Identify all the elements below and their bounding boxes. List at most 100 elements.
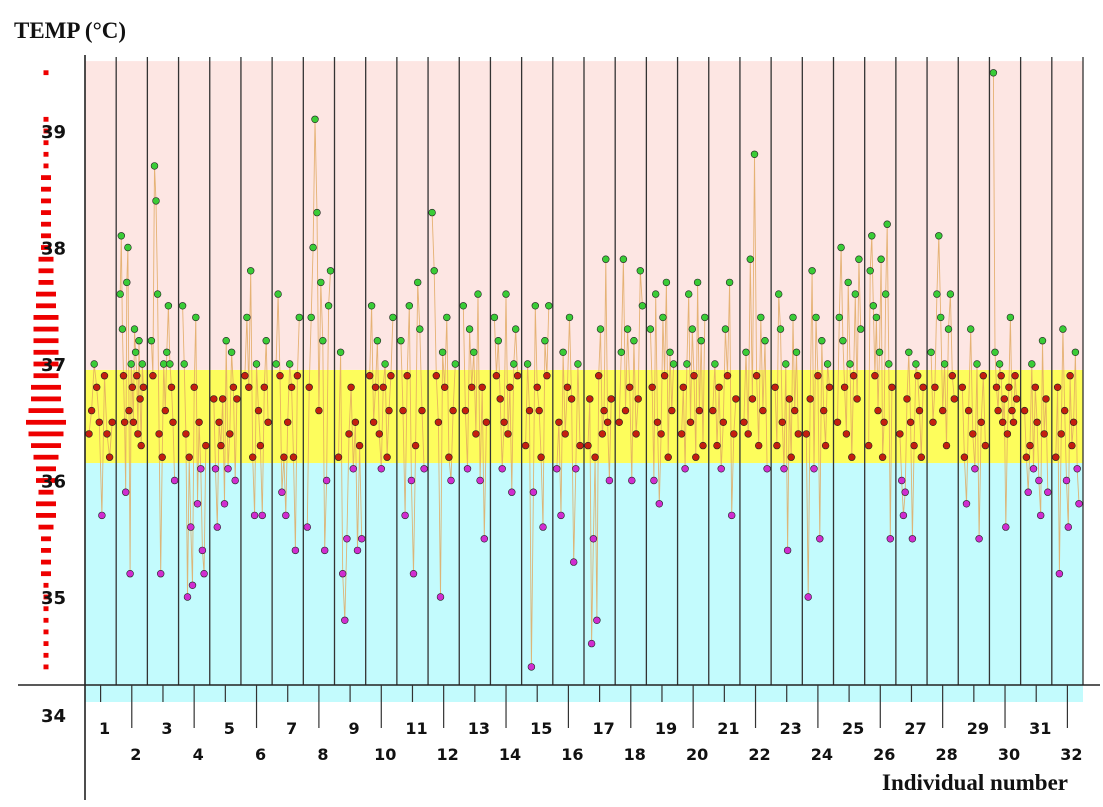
data-point (1005, 383, 1013, 391)
data-point (399, 406, 407, 415)
data-point (596, 325, 605, 333)
data-point (131, 348, 140, 356)
data-point (1002, 523, 1010, 531)
data-point (634, 395, 642, 403)
data-point (531, 302, 539, 310)
data-point (262, 337, 270, 345)
data-point (966, 325, 975, 333)
individual-1-trace (88, 363, 113, 516)
data-point (474, 290, 482, 298)
data-point (1071, 348, 1080, 356)
individual-29-trace (961, 329, 986, 539)
data-point (545, 302, 553, 310)
data-point (761, 337, 769, 345)
data-point (220, 500, 229, 508)
data-point (153, 290, 162, 298)
data-point (866, 267, 874, 275)
x-tick-label: 17 (592, 719, 614, 738)
data-point (783, 546, 792, 555)
data-point (125, 406, 133, 415)
data-point (908, 535, 917, 543)
data-point (848, 453, 856, 461)
data-point (869, 302, 877, 310)
data-point (684, 290, 693, 298)
data-point (219, 395, 227, 403)
data-point (468, 383, 476, 391)
data-point (950, 395, 958, 403)
data-point (533, 383, 541, 391)
histogram-bar (43, 641, 49, 646)
data-point (927, 348, 935, 356)
data-point (871, 372, 879, 380)
data-point (1008, 406, 1016, 415)
data-point (85, 430, 93, 438)
data-point (888, 383, 896, 391)
data-point (808, 267, 816, 275)
histogram-bar (41, 571, 51, 577)
data-point (100, 372, 109, 380)
data-point (243, 313, 251, 322)
data-point (669, 360, 678, 368)
data-point (280, 453, 288, 461)
data-point (1033, 418, 1041, 426)
data-point (461, 406, 470, 415)
data-point (899, 511, 908, 520)
data-point (1020, 406, 1029, 415)
data-point (835, 313, 843, 322)
individual-32-trace (1055, 329, 1080, 574)
data-point (539, 523, 547, 531)
data-point (746, 255, 754, 263)
data-point (646, 325, 655, 333)
data-point (158, 453, 166, 461)
data-point (653, 418, 662, 426)
data-point (1029, 465, 1038, 473)
data-point (521, 441, 530, 450)
histogram-bar (36, 501, 56, 507)
data-point (617, 348, 625, 356)
data-point (621, 406, 630, 415)
histogram-bar (43, 70, 49, 76)
x-tick-label: 18 (624, 745, 646, 764)
histogram-bar (38, 489, 54, 495)
data-point (877, 255, 885, 263)
data-point (282, 511, 290, 520)
x-tick-label: 20 (686, 745, 708, 764)
data-point (375, 430, 383, 438)
data-point (250, 511, 259, 520)
histogram-bar (41, 548, 51, 553)
data-point (632, 430, 640, 438)
data-point (307, 313, 315, 322)
data-point (942, 441, 951, 450)
data-point (371, 383, 380, 391)
data-point (977, 418, 985, 426)
data-point (701, 313, 709, 322)
data-point (975, 535, 983, 543)
histogram-bar (41, 210, 51, 215)
individual-27-trace (899, 352, 924, 539)
data-point (527, 663, 536, 671)
data-point (625, 383, 634, 391)
data-point (379, 383, 387, 391)
data-point (157, 569, 165, 578)
data-point (226, 430, 234, 438)
data-point (432, 372, 440, 380)
data-point (293, 372, 302, 380)
data-point (291, 546, 300, 555)
data-point (366, 372, 374, 380)
data-point (414, 278, 422, 287)
data-point (511, 325, 520, 333)
data-point (420, 465, 428, 473)
data-point (855, 255, 863, 263)
data-point (946, 290, 955, 298)
data-point (385, 406, 393, 415)
data-point (508, 488, 516, 496)
data-point (295, 313, 303, 322)
data-point (1052, 453, 1060, 461)
data-point (245, 383, 253, 391)
data-point (725, 278, 734, 287)
data-point (933, 290, 941, 298)
data-point (233, 395, 241, 403)
data-point (317, 278, 325, 287)
data-point (833, 418, 842, 426)
